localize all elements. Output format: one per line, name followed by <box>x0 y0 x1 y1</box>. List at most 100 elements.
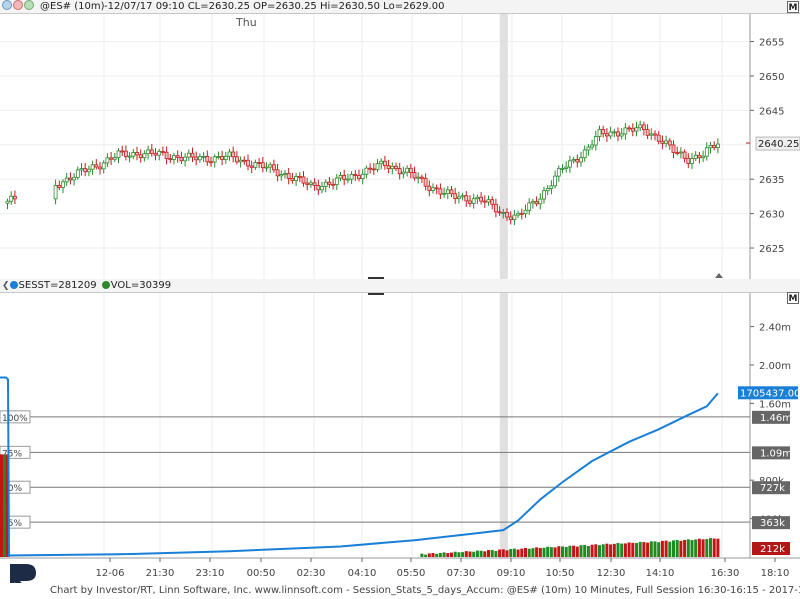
volume-bar <box>479 550 483 557</box>
candle-body <box>375 163 380 170</box>
candle-body <box>275 169 280 177</box>
candle-body <box>72 176 76 181</box>
window-dot-blue-icon[interactable] <box>2 0 12 10</box>
candle-body <box>127 155 132 158</box>
sesst-line <box>7 392 719 557</box>
pane-resize-handle[interactable] <box>368 293 384 295</box>
volume-bar <box>568 545 572 557</box>
candle-body <box>553 175 557 187</box>
candle-body <box>186 152 191 158</box>
time-axis-label: 16:30 <box>711 568 740 579</box>
volume-bar <box>642 542 646 557</box>
candle-body <box>438 188 443 195</box>
volume-bar <box>501 549 505 557</box>
indicator-pane[interactable]: 2.40m2.00m1.60m800k400k100%1.46m75%1.09m… <box>0 293 800 583</box>
volume-bar <box>464 551 468 557</box>
candle-body <box>61 181 65 188</box>
volume-bar <box>549 547 553 557</box>
candle-body <box>175 155 180 158</box>
volume-bar <box>683 539 687 557</box>
candle-body <box>360 173 365 180</box>
indicator-axis-label: 2.00m <box>759 361 791 372</box>
candle-body <box>357 175 361 180</box>
volume-bar <box>572 545 576 557</box>
maximize-indicator-pane-button[interactable]: M <box>787 292 799 304</box>
pane-resize-handle[interactable] <box>368 277 384 279</box>
candle-body <box>442 192 447 195</box>
volume-bar <box>697 538 701 557</box>
percent-level-label: 50% <box>2 484 22 494</box>
indicator-legend: ❮ SESST=281209 VOL=30399 <box>2 279 171 293</box>
volume-bar <box>705 539 709 557</box>
candle-body <box>364 167 369 175</box>
candle-body <box>75 169 80 178</box>
price-axis-label: 2645 <box>759 106 784 117</box>
candle-body <box>338 175 343 179</box>
time-axis-label: 18:10 <box>761 568 790 579</box>
candle-body <box>394 165 398 169</box>
volume-bar <box>498 549 502 557</box>
scroll-marker-icon[interactable] <box>715 273 723 278</box>
window-controls[interactable] <box>2 0 35 13</box>
candle-body <box>194 156 199 161</box>
volume-bar <box>646 542 650 557</box>
window-dot-green-icon[interactable] <box>24 0 34 10</box>
candle-body <box>482 200 487 203</box>
candle-body <box>682 151 687 159</box>
candle-body <box>246 159 250 167</box>
candle-body <box>527 202 532 211</box>
volume-bar <box>0 454 3 557</box>
time-axis-label: 05:50 <box>397 568 426 579</box>
volume-bar <box>457 552 461 557</box>
candle-body <box>120 150 125 153</box>
candle-body <box>412 172 417 179</box>
candle-body <box>327 181 332 185</box>
candle-body <box>190 152 195 158</box>
time-axis-label: 21:30 <box>146 568 175 579</box>
candle-body <box>124 150 128 157</box>
maximize-price-pane-button[interactable]: M <box>787 1 799 13</box>
candle-body <box>382 160 387 166</box>
level-value-tag <box>752 481 790 495</box>
candle-body <box>305 182 310 185</box>
candle-body <box>371 168 376 171</box>
price-axis-label: 2630 <box>759 210 784 221</box>
level-value-label: 1.46m <box>760 413 792 424</box>
candle-body <box>634 127 639 132</box>
price-chart[interactable]: 2655 2650 2645 2635 2630 2625 2640.25 <box>0 14 800 279</box>
candle-body <box>249 165 254 168</box>
candle-body <box>197 156 202 161</box>
day-label: Thu <box>236 16 257 29</box>
time-axis-label: 23:10 <box>196 568 225 579</box>
volume-bar <box>435 553 439 557</box>
volume-bar <box>427 553 431 557</box>
indicator-chart[interactable]: 2.40m2.00m1.60m800k400k100%1.46m75%1.09m… <box>0 293 800 583</box>
percent-level-label: 100% <box>2 414 28 424</box>
candle-body <box>386 165 391 170</box>
window-dot-red-icon[interactable] <box>13 0 23 10</box>
candle-body <box>590 144 594 148</box>
candle-body <box>5 200 10 204</box>
volume-bar <box>490 550 494 557</box>
candle-body <box>283 173 287 175</box>
candle-body <box>109 157 113 160</box>
candle-body <box>68 177 73 181</box>
candle-body <box>519 212 524 215</box>
volume-bar <box>579 545 583 557</box>
candle-body <box>301 176 306 184</box>
candle-body <box>349 174 354 180</box>
candle-body <box>471 198 476 204</box>
volume-bar <box>679 540 683 557</box>
indicator-axis-label: 1.60m <box>759 399 791 410</box>
volume-bar <box>709 538 712 557</box>
candle-body <box>268 164 273 168</box>
price-pane[interactable]: 2655 2650 2645 2635 2630 2625 2640.25 Thu <box>0 14 800 279</box>
volume-bar <box>631 542 635 557</box>
candle-body <box>486 199 491 203</box>
candle-body <box>342 175 347 180</box>
volume-bar <box>487 550 490 557</box>
volume-bar <box>586 545 590 557</box>
pane-toggle-icon[interactable]: ❮ <box>2 281 10 291</box>
volume-bar <box>616 543 620 557</box>
candle-body <box>716 143 720 149</box>
